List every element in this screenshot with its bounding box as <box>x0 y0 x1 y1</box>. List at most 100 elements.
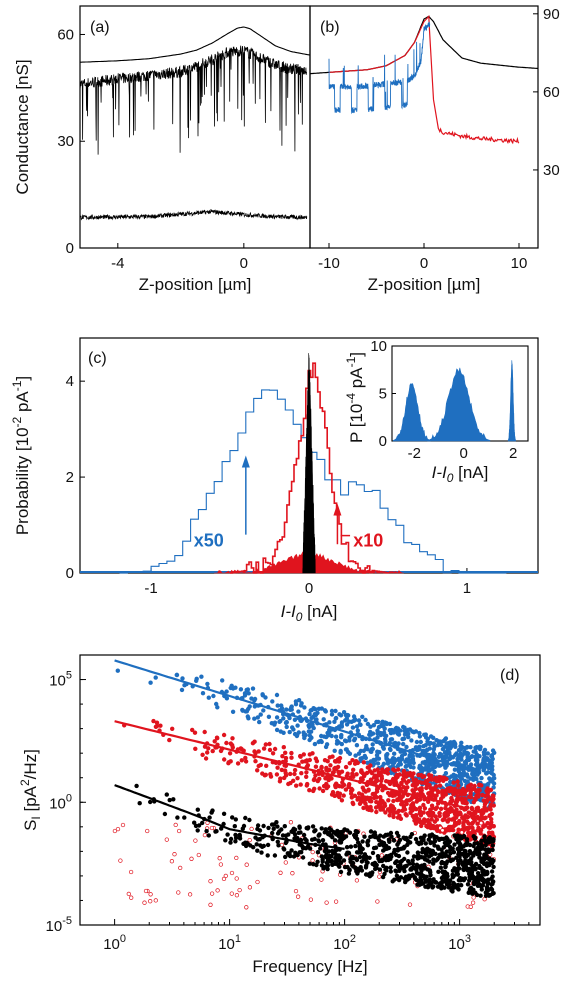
panel-d-point <box>361 805 366 811</box>
panel-d-point <box>284 720 289 725</box>
panel-d-point <box>298 782 303 787</box>
panel-d-open-point <box>295 894 301 899</box>
panel-d-point <box>230 686 236 691</box>
panel-d-point <box>372 834 378 840</box>
panel-d-point <box>225 832 230 837</box>
panel-a-label: (a) <box>90 19 110 36</box>
panel-d-point <box>407 758 412 764</box>
panel-d-point <box>221 732 227 738</box>
panel-d-point <box>358 776 364 781</box>
panel-d-point <box>354 743 360 748</box>
panel-d-point <box>430 759 435 765</box>
panel-d-point <box>462 792 467 797</box>
panel-d-point <box>288 771 293 777</box>
panel-d-point <box>459 754 464 759</box>
panel-d-point <box>403 788 408 793</box>
panel-d-point <box>304 774 309 779</box>
panel-d-point <box>255 768 260 773</box>
panel-d-point <box>476 808 481 813</box>
panel-d-point <box>332 861 338 866</box>
panel-d-point <box>272 853 278 858</box>
panel-d-point <box>396 767 401 772</box>
panel-d-point <box>164 792 169 797</box>
panel-d-point <box>243 759 249 764</box>
panel-d-point <box>437 881 443 886</box>
panel-a-series-2 <box>79 208 308 221</box>
panel-d-point <box>335 857 341 862</box>
panel-d-open-point <box>333 899 339 904</box>
panel-d-point <box>360 714 365 719</box>
panel-d-point <box>447 750 452 755</box>
panel-d-point <box>223 838 228 843</box>
panel-d-point <box>284 724 289 730</box>
panel-d-point <box>463 745 468 751</box>
panel-d-point <box>408 873 413 879</box>
panel-d-point <box>464 800 469 806</box>
panel-d-point <box>343 787 349 792</box>
panel-d-point <box>471 749 476 754</box>
panel-d-point <box>296 709 301 714</box>
panel-d-point <box>209 810 214 815</box>
panel-d-point <box>339 735 344 740</box>
panel-d-open-point <box>247 885 253 890</box>
panel-d-point <box>212 739 217 744</box>
panel-d-point <box>460 815 465 820</box>
panel-d-point <box>486 825 491 830</box>
panel-d-point <box>286 832 291 837</box>
panel-d-point <box>395 815 401 820</box>
panel-d-point <box>421 848 426 853</box>
panel-d-point <box>448 756 453 761</box>
panel-d-point <box>387 813 392 818</box>
panel-d-point <box>196 823 202 828</box>
panel-d-point <box>491 864 496 870</box>
panel-d-point <box>436 855 441 861</box>
panel-d-point <box>338 840 344 845</box>
panel-d-point <box>434 779 440 784</box>
panel-d-point <box>283 750 288 755</box>
panel-b-xtick-label: -10 <box>318 255 340 272</box>
panel-d-point <box>471 834 476 839</box>
panel-d-point <box>475 758 480 763</box>
panel-d-point <box>470 770 475 776</box>
panel-d-point <box>323 827 328 832</box>
panel-d-point <box>356 751 362 756</box>
panel-d-point <box>454 815 459 820</box>
panel-d-point <box>202 744 208 749</box>
panel-d-point <box>406 734 411 740</box>
panel-d-point <box>369 770 374 776</box>
panel-d-point <box>151 718 156 724</box>
panel-d-point <box>374 809 379 815</box>
panel-d-open-point <box>247 837 252 843</box>
panel-d-point <box>465 754 470 759</box>
panel-d-point <box>303 846 309 851</box>
panel-d-point <box>333 734 339 739</box>
panel-c-ytick-label: 4 <box>66 373 74 390</box>
panel-d-point <box>414 862 420 867</box>
panel-d-point <box>389 760 395 765</box>
panel-d-point <box>488 807 493 812</box>
panel-a-xtick-label: 0 <box>240 255 248 272</box>
panel-d-point <box>319 854 324 859</box>
panel-b-series-1 <box>328 14 520 145</box>
panel-d-point <box>471 767 476 772</box>
panel-d-point <box>421 820 426 825</box>
panel-d-open-point <box>128 869 134 875</box>
panel-d-point <box>354 724 360 729</box>
inset-peak-0 <box>392 382 431 442</box>
panel-d-point <box>438 865 443 870</box>
panel-d-point <box>417 787 423 792</box>
panel-d-point <box>255 826 260 832</box>
panel-d-open-point <box>375 899 380 904</box>
panel-a-frame <box>79 5 311 249</box>
panel-d-point <box>256 763 261 769</box>
panel-d-point <box>232 824 237 829</box>
panel-d-point <box>427 859 432 864</box>
panel-a-ytick-label: 0 <box>66 240 74 257</box>
panel-d-point <box>410 861 416 867</box>
panel-d-point <box>204 828 209 834</box>
panel-d-point <box>454 760 460 766</box>
panel-d-point <box>379 773 384 779</box>
panel-d-open-point <box>153 898 158 903</box>
panel-d-point <box>319 826 324 831</box>
